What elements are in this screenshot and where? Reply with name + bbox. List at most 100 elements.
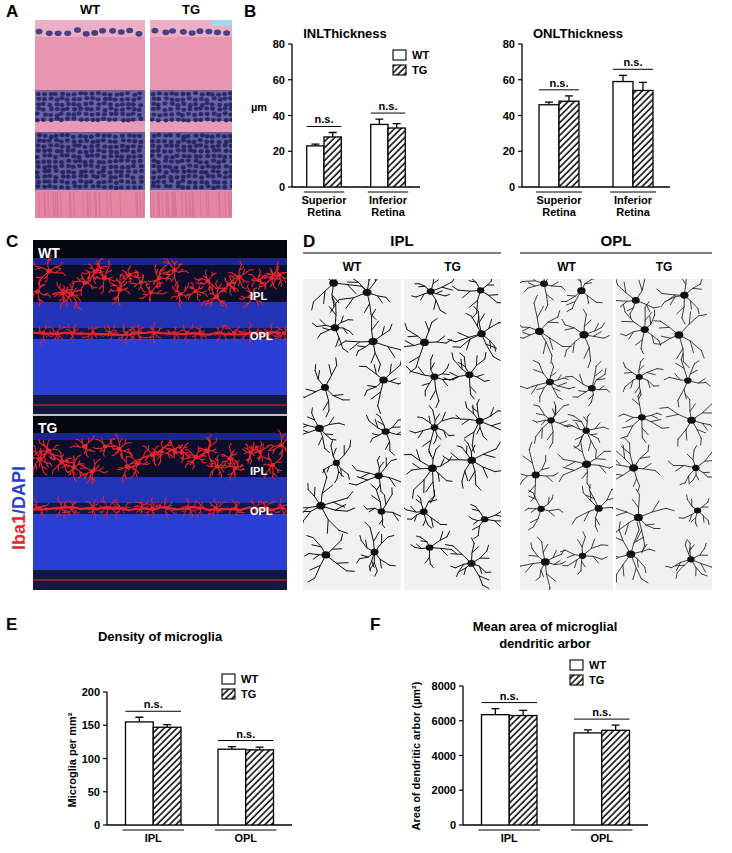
microglia-process (110, 500, 130, 519)
nucleus (42, 153, 47, 157)
segment-texture (39, 192, 40, 217)
annotation: n.s. (379, 100, 398, 112)
nucleus (131, 102, 136, 106)
segment-texture (182, 192, 183, 217)
nucleus (84, 117, 89, 121)
microglia-process (66, 324, 83, 339)
y-tick (459, 824, 463, 825)
nucleus (126, 106, 131, 110)
nucleus (95, 153, 100, 157)
nucleus (210, 134, 215, 138)
nucleus (218, 97, 223, 101)
nucleus (193, 91, 198, 95)
nucleus (72, 97, 77, 101)
microglia-process (525, 490, 563, 530)
nucleus (199, 149, 204, 153)
x-tick-label: InferiorRetina (614, 194, 653, 218)
bar (371, 124, 388, 187)
error-bar (619, 75, 627, 81)
nucleus (132, 107, 137, 111)
nucleus (163, 112, 168, 116)
microglia-process (616, 522, 655, 583)
nucleus (229, 169, 232, 173)
bar (633, 90, 653, 187)
nucleus (131, 160, 136, 164)
nucleus (114, 108, 119, 112)
nucleus (181, 102, 186, 106)
y-tick-label: 20 (503, 145, 515, 157)
nucleus (223, 170, 228, 174)
nucleus (224, 118, 229, 122)
nucleus (83, 174, 88, 178)
segment-texture (174, 192, 175, 217)
category-rule (123, 829, 185, 830)
title-line: dendritic arbor (499, 636, 591, 651)
error-bar (393, 124, 401, 128)
y-tick-label: 4000 (432, 750, 456, 762)
nucleus (119, 154, 124, 158)
nucleus (108, 179, 113, 183)
microglia-process (139, 283, 166, 302)
nucleus (216, 180, 221, 184)
nucleus (156, 179, 161, 183)
nucleus (151, 176, 156, 180)
nucleus (65, 180, 70, 184)
legend-label: TG (412, 64, 427, 76)
nucleus (78, 139, 83, 143)
nucleus (99, 28, 106, 34)
nucleus (108, 97, 113, 101)
nucleus (210, 144, 215, 148)
y-tick-label: 50 (88, 786, 100, 798)
nucleus (180, 113, 185, 117)
microglia-process (364, 484, 401, 527)
error-bar (584, 730, 592, 733)
retina-layer (212, 20, 232, 26)
microglia-process (194, 270, 219, 291)
nucleus (54, 169, 59, 173)
nucleus (199, 175, 204, 179)
nucleus (139, 164, 144, 168)
background (33, 415, 287, 590)
nucleus (211, 186, 216, 190)
microglia-process (126, 449, 150, 479)
segment-texture (57, 192, 58, 217)
nucleus (193, 181, 198, 185)
microglia-process (621, 302, 661, 354)
legend-label: WT (241, 673, 258, 685)
nucleus (181, 175, 186, 179)
nucleus (138, 103, 143, 107)
legend-label: WT (589, 659, 606, 671)
nucleus (90, 113, 95, 117)
stain-part: Iba1 (9, 514, 29, 550)
segment-texture (60, 192, 61, 217)
nucleus (211, 169, 216, 173)
nucleus (113, 97, 118, 101)
microglia-process (277, 499, 287, 516)
nucleus (156, 145, 161, 149)
nucleus (180, 179, 185, 183)
nucleus (78, 91, 83, 95)
category-line: IPL (501, 832, 518, 844)
nucleus (216, 185, 221, 189)
nucleus (89, 92, 94, 96)
microglia-process (195, 502, 208, 517)
nucleus (89, 101, 94, 105)
nucleus (222, 159, 227, 163)
nucleus (47, 138, 52, 142)
nucleus (89, 153, 94, 157)
nucleus (114, 112, 119, 116)
nucleus (118, 174, 123, 178)
microglia-process (446, 538, 491, 589)
nucleus (228, 96, 232, 100)
segment-texture (192, 192, 193, 217)
nucleus (102, 155, 107, 159)
nucleus (95, 175, 100, 179)
nucleus (42, 174, 47, 178)
retina-layer (35, 190, 145, 218)
segment-texture (69, 192, 70, 217)
nucleus (133, 169, 138, 173)
nucleus (211, 118, 216, 122)
nucleus (164, 170, 169, 174)
nucleus (113, 165, 118, 169)
nucleus (47, 184, 52, 188)
